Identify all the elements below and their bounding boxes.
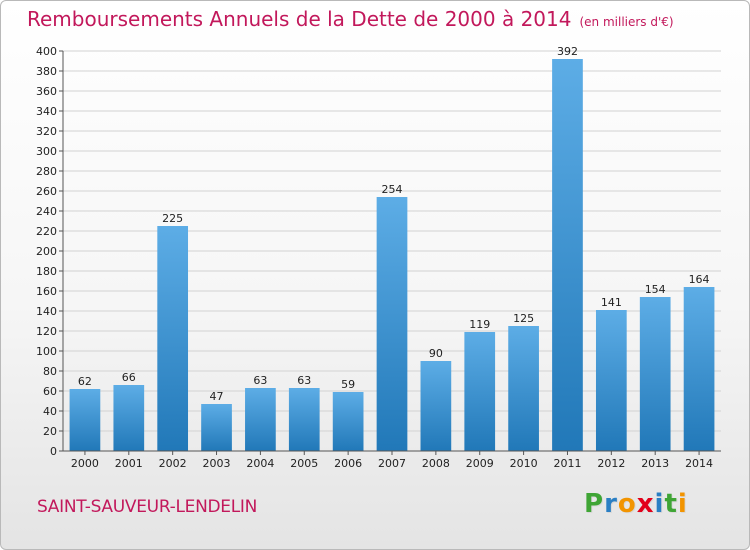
brand-logo: Proxiti [584,489,688,519]
y-tick-label: 400 [36,45,57,58]
brand-letter: x [636,489,655,519]
data-label-2012: 141 [601,296,622,309]
data-label-2009: 119 [469,318,490,331]
data-label-2007: 254 [382,183,403,196]
brand-letter: i [677,489,688,519]
y-axis-ticks: 0 20 40 60 80 100 120 140 160 180 200 220 240 260 280 3… [36,45,63,458]
bar-2005 [288,388,320,451]
bars [69,59,715,451]
bar-2011 [552,59,583,451]
data-label-2011: 392 [557,45,578,58]
brand-letter: i [654,489,665,519]
bar-2013 [639,297,671,451]
x-tick-label: 2008 [422,457,450,470]
data-label-2001: 66 [122,371,136,384]
x-tick-label: 2010 [510,457,538,470]
y-tick-label: 100 [36,345,57,358]
bar-2012 [595,310,627,451]
y-tick-label: 380 [36,65,57,78]
bar-2009 [464,332,496,451]
data-label-2003: 47 [210,390,224,403]
y-tick-label: 140 [36,305,57,318]
y-tick-label: 240 [36,205,57,218]
data-label-2010: 125 [513,312,534,325]
x-tick-label: 2002 [159,457,187,470]
data-label-2005: 63 [297,374,311,387]
y-tick-label: 20 [43,425,57,438]
chart-title: Remboursements Annuels de la Dette de 20… [27,7,674,31]
x-tick-label: 2004 [246,457,274,470]
y-tick-label: 0 [50,445,57,458]
x-tick-label: 2001 [115,457,143,470]
data-label-2004: 63 [253,374,267,387]
bar-2003 [201,404,232,451]
brand-letter: P [584,489,605,519]
x-tick-label: 2011 [553,457,581,470]
y-tick-label: 320 [36,125,57,138]
bar-2008 [420,361,452,451]
bar-2010 [508,326,539,451]
x-axis-ticks: 2000 2001 2002 2003 2004 2005 2006 2007 2008 2009… [71,451,713,470]
data-labels: 62 66 225 47 63 63 59 254 90 119 125 392 141 154 164 [78,45,710,403]
x-tick-label: 2006 [334,457,362,470]
bar-2000 [69,389,101,451]
chart-title-text: Remboursements Annuels de la Dette de 20… [27,7,572,31]
y-tick-label: 120 [36,325,57,338]
brand-letter: r [604,489,618,519]
bar-2006 [332,392,364,451]
data-label-2014: 164 [689,273,710,286]
bar-2004 [245,388,276,451]
data-label-2008: 90 [429,347,443,360]
x-tick-label: 2003 [203,457,231,470]
bar-2001 [113,385,145,451]
y-tick-label: 60 [43,385,57,398]
chart-unit: (en milliers d'€) [579,15,674,29]
x-tick-label: 2013 [641,457,669,470]
commune-name: SAINT-SAUVEUR-LENDELIN [37,497,258,517]
axes [62,51,721,452]
y-tick-label: 80 [43,365,57,378]
x-tick-label: 2009 [466,457,494,470]
y-tick-label: 340 [36,105,57,118]
x-tick-label: 2007 [378,457,406,470]
y-tick-label: 40 [43,405,57,418]
bar-2002 [157,226,189,451]
y-tick-label: 360 [36,85,57,98]
x-tick-label: 2000 [71,457,99,470]
bar-2007 [376,197,408,451]
y-tick-label: 160 [36,285,57,298]
y-tick-label: 220 [36,225,57,238]
y-tick-label: 260 [36,185,57,198]
data-label-2013: 154 [645,283,666,296]
brand-letter: o [617,489,637,519]
data-label-2006: 59 [341,378,355,391]
bar-2014 [683,287,715,451]
data-label-2000: 62 [78,375,92,388]
bar-chart: 0 20 40 60 80 100 120 140 160 180 200 220 240 260 280 3… [36,45,721,470]
x-tick-label: 2005 [290,457,318,470]
y-tick-label: 280 [36,165,57,178]
data-label-2002: 225 [162,212,183,225]
y-tick-label: 200 [36,245,57,258]
x-tick-label: 2014 [685,457,713,470]
x-tick-label: 2012 [597,457,625,470]
brand-letter: t [664,489,678,519]
y-tick-label: 300 [36,145,57,158]
y-tick-label: 180 [36,265,57,278]
